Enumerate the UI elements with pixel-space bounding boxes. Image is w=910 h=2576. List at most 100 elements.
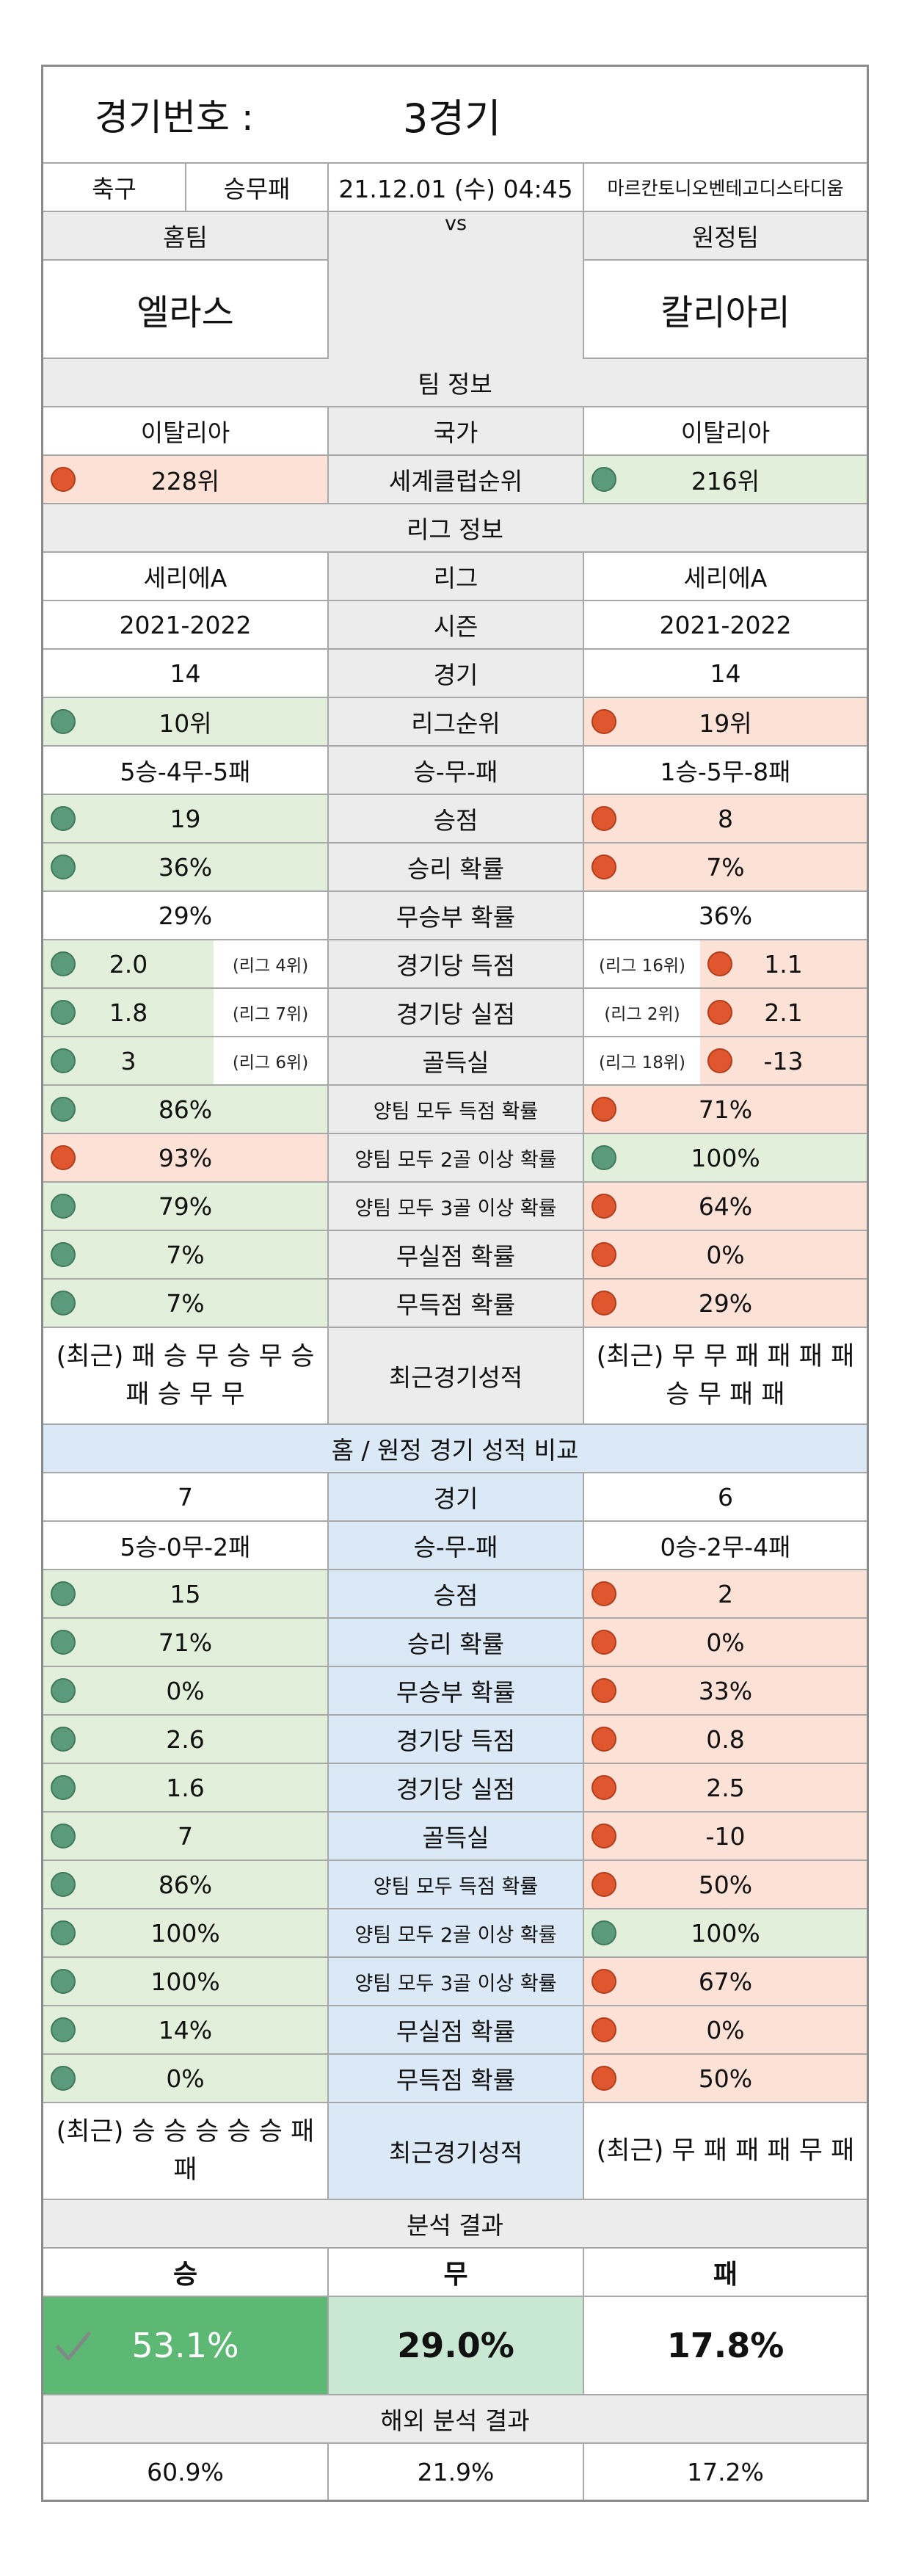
home-value: 0% (166, 2064, 205, 2093)
stat-row: 86% 양팀 모두 득점 확률 71% (43, 1086, 867, 1134)
home-value: 5승-4무-5패 (120, 758, 251, 786)
stat-row: 15 승점 2 (43, 1570, 867, 1619)
stat-label: 양팀 모두 득점 확률 (329, 1086, 584, 1133)
match-number-label: 경기번호 : (95, 96, 254, 139)
stat-row: 10위 리그순위 19위 (43, 698, 867, 747)
home-value: 71% (158, 1628, 213, 1657)
red-dot-icon (592, 1727, 616, 1752)
red-dot-icon (51, 467, 76, 492)
country-row: 이탈리아 국가 이탈리아 (43, 407, 867, 456)
away-value: 50% (698, 2064, 753, 2093)
home-team-name: 엘라스 (43, 261, 329, 358)
home-value: 세리에A (143, 564, 228, 592)
stat-label: 무승부 확률 (329, 1667, 584, 1714)
away-value: 64% (698, 1191, 753, 1221)
home-value: 36% (158, 852, 213, 882)
away-value: 1.1 (764, 949, 803, 979)
red-dot-icon (592, 2066, 616, 2091)
away-league-rank: (리그 2위) (604, 1005, 680, 1024)
home-value: 79% (158, 1191, 213, 1221)
away-value: 8 (718, 804, 733, 833)
home-value: 3 (120, 1046, 136, 1075)
datetime-cell: 21.12.01 (수) 04:45 (329, 164, 584, 211)
green-dot-icon (51, 1824, 76, 1848)
stat-label: 양팀 모두 3골 이상 확률 (329, 1958, 584, 2005)
home-away-recent-row: (최근) 승 승 승 승 승 패 패 최근경기성적 (최근) 무 패 패 패 무… (43, 2103, 867, 2200)
stat-label: 경기당 득점 (329, 1716, 584, 1763)
home-away-section: 홈 / 원정 경기 성적 비교 (43, 1425, 867, 1473)
away-value: 0.8 (706, 1724, 745, 1754)
away-recent-form: (최근) 무 무 패 패 패 패 승 무 패 패 (596, 1342, 855, 1409)
red-dot-icon (51, 1145, 76, 1170)
stat-row: 2.6 경기당 득점 0.8 (43, 1716, 867, 1764)
stat-row: 14% 무실점 확률 0% (43, 2006, 867, 2055)
stat-row: 93% 양팀 모두 2골 이상 확률 100% (43, 1134, 867, 1183)
red-dot-icon (707, 1048, 732, 1073)
stat-row: 7 경기 6 (43, 1473, 867, 1522)
stat-label: 승점 (329, 795, 584, 842)
stat-row: 100% 양팀 모두 2골 이상 확률 100% (43, 1909, 867, 1958)
home-value: 86% (158, 1870, 213, 1899)
stat-row: 0% 무득점 확률 50% (43, 2055, 867, 2103)
green-dot-icon (51, 1775, 76, 1800)
stat-row: 세리에A 리그 세리에A (43, 553, 867, 601)
analysis-sheet: 경기번호 : 3경기 축구 승무패 21.12.01 (수) 04:45 마르칸… (41, 65, 869, 2502)
home-value: 100% (150, 1918, 220, 1948)
world-rank-row: 228위 세계클럽순위 216위 (43, 456, 867, 504)
stat-label: 승-무-패 (329, 1522, 584, 1569)
away-value: 67% (698, 1967, 753, 1996)
stat-label: 무실점 확률 (329, 1231, 584, 1278)
away-value: 2.5 (706, 1773, 745, 1802)
home-league-rank: (리그 4위) (232, 957, 309, 976)
stat-row: 7 골득실 -10 (43, 1813, 867, 1861)
green-dot-icon (51, 1969, 76, 1994)
home-value: 86% (158, 1095, 213, 1124)
red-dot-icon (592, 1242, 616, 1267)
away-value: 1승-5무-8패 (660, 758, 791, 786)
home-value: 7 (178, 1821, 193, 1851)
stat-row: 7% 무실점 확률 0% (43, 1231, 867, 1280)
red-dot-icon (592, 1291, 616, 1316)
overseas-draw: 21.9% (329, 2444, 584, 2500)
green-dot-icon (51, 1872, 76, 1897)
home-value: 2021-2022 (119, 610, 252, 639)
win-label: 승 (43, 2249, 329, 2296)
green-dot-icon (51, 1920, 76, 1945)
league-recent-row: (최근) 패 승 무 승 무 승 패 승 무 무 최근경기성적 (최근) 무 무… (43, 1328, 867, 1425)
stat-label: 양팀 모두 2골 이상 확률 (329, 1909, 584, 1956)
stat-label: 경기당 실점 (329, 989, 584, 1036)
green-dot-icon (51, 855, 76, 879)
away-value: -10 (705, 1821, 746, 1851)
stat-label: 승리 확률 (329, 1619, 584, 1666)
away-league-rank: (리그 16위) (598, 957, 685, 976)
green-dot-icon (592, 1145, 616, 1170)
red-dot-icon (707, 1000, 732, 1025)
home-value: 14% (158, 2015, 213, 2045)
team-names-row: 엘라스 vs 칼리아리 (43, 212, 867, 359)
away-value: 2021-2022 (659, 610, 792, 639)
home-value: 2.6 (166, 1724, 205, 1754)
stat-row: 14 경기 14 (43, 650, 867, 698)
stat-label: 리그 (329, 553, 584, 600)
green-dot-icon (51, 951, 76, 976)
stat-label: 승-무-패 (329, 747, 584, 794)
home-value: 7% (166, 1288, 205, 1318)
away-value: 0승-2무-4패 (660, 1533, 791, 1561)
home-value: 7% (166, 1240, 205, 1269)
league-info-section: 리그 정보 (43, 504, 867, 553)
red-dot-icon (592, 2017, 616, 2042)
vs-label: vs (329, 212, 584, 359)
red-dot-icon (592, 709, 616, 734)
red-dot-icon (592, 1194, 616, 1219)
stat-label: 경기 (329, 650, 584, 697)
away-value: 71% (698, 1095, 753, 1124)
green-dot-icon (592, 1920, 616, 1945)
stat-label: 양팀 모두 2골 이상 확률 (329, 1134, 584, 1181)
green-dot-icon (51, 1678, 76, 1703)
away-value: 29% (698, 1288, 753, 1318)
home-value: 2.0 (109, 949, 148, 979)
stat-row: 1.8 (리그 7위) 경기당 실점 (리그 2위) 2.1 (43, 989, 867, 1037)
stat-label: 무득점 확률 (329, 2055, 584, 2102)
red-dot-icon (592, 1969, 616, 1994)
win-probability: 53.1% (131, 2326, 239, 2365)
